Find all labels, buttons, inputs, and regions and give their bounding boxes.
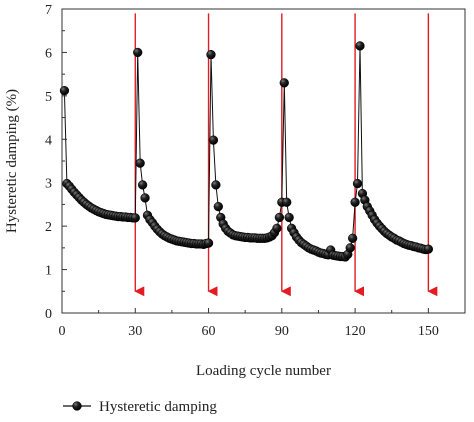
data-point: [140, 193, 150, 203]
data-point: [274, 212, 285, 223]
data-point: [350, 197, 360, 207]
y-tick-label: 4: [45, 133, 52, 148]
data-point: [284, 212, 294, 223]
x-tick-label: 30: [128, 324, 142, 339]
axes: 0 30 60 90 120 150 0 1 2 3 4 5 6 7: [45, 3, 439, 339]
plot-area: [61, 8, 466, 314]
data-point: [423, 244, 434, 254]
data-point: [355, 41, 365, 51]
data-point: [347, 233, 358, 243]
data-point: [137, 180, 148, 190]
series-hysteretic-damping: [59, 41, 434, 262]
legend-marker: [72, 401, 82, 411]
data-point: [282, 197, 292, 207]
data-point: [206, 49, 216, 60]
data-point: [133, 47, 143, 58]
y-tick-label: 5: [45, 90, 52, 105]
data-point: [345, 243, 355, 253]
loading-arrows: [134, 13, 438, 297]
data-point: [135, 158, 145, 168]
y-tick-label: 3: [45, 177, 52, 192]
data-point: [59, 85, 70, 96]
data-point: [203, 238, 214, 248]
x-tick-label: 90: [275, 324, 289, 339]
x-tick-label: 60: [202, 324, 216, 339]
x-tick-label: 0: [59, 324, 66, 339]
y-tick-label: 7: [45, 3, 52, 18]
x-tick-label: 150: [418, 324, 439, 339]
data-point: [130, 213, 140, 223]
y-tick-label: 0: [45, 307, 52, 322]
y-tick-label: 2: [45, 220, 52, 235]
data-point: [213, 201, 223, 212]
x-axis-label: Loading cycle number: [196, 363, 331, 379]
y-axis-label: Hysteretic damping (%): [4, 89, 20, 233]
legend-label: Hysteretic damping: [99, 399, 217, 415]
legend: Hysteretic damping: [63, 399, 217, 415]
data-point: [208, 135, 219, 145]
x-tick-label: 120: [345, 324, 366, 339]
plot-frame: [61, 8, 466, 314]
data-point: [211, 180, 221, 190]
y-tick-label: 1: [45, 264, 52, 279]
data-point: [279, 78, 289, 88]
data-point: [272, 223, 282, 233]
y-tick-label: 6: [45, 46, 52, 61]
data-point: [352, 178, 363, 189]
